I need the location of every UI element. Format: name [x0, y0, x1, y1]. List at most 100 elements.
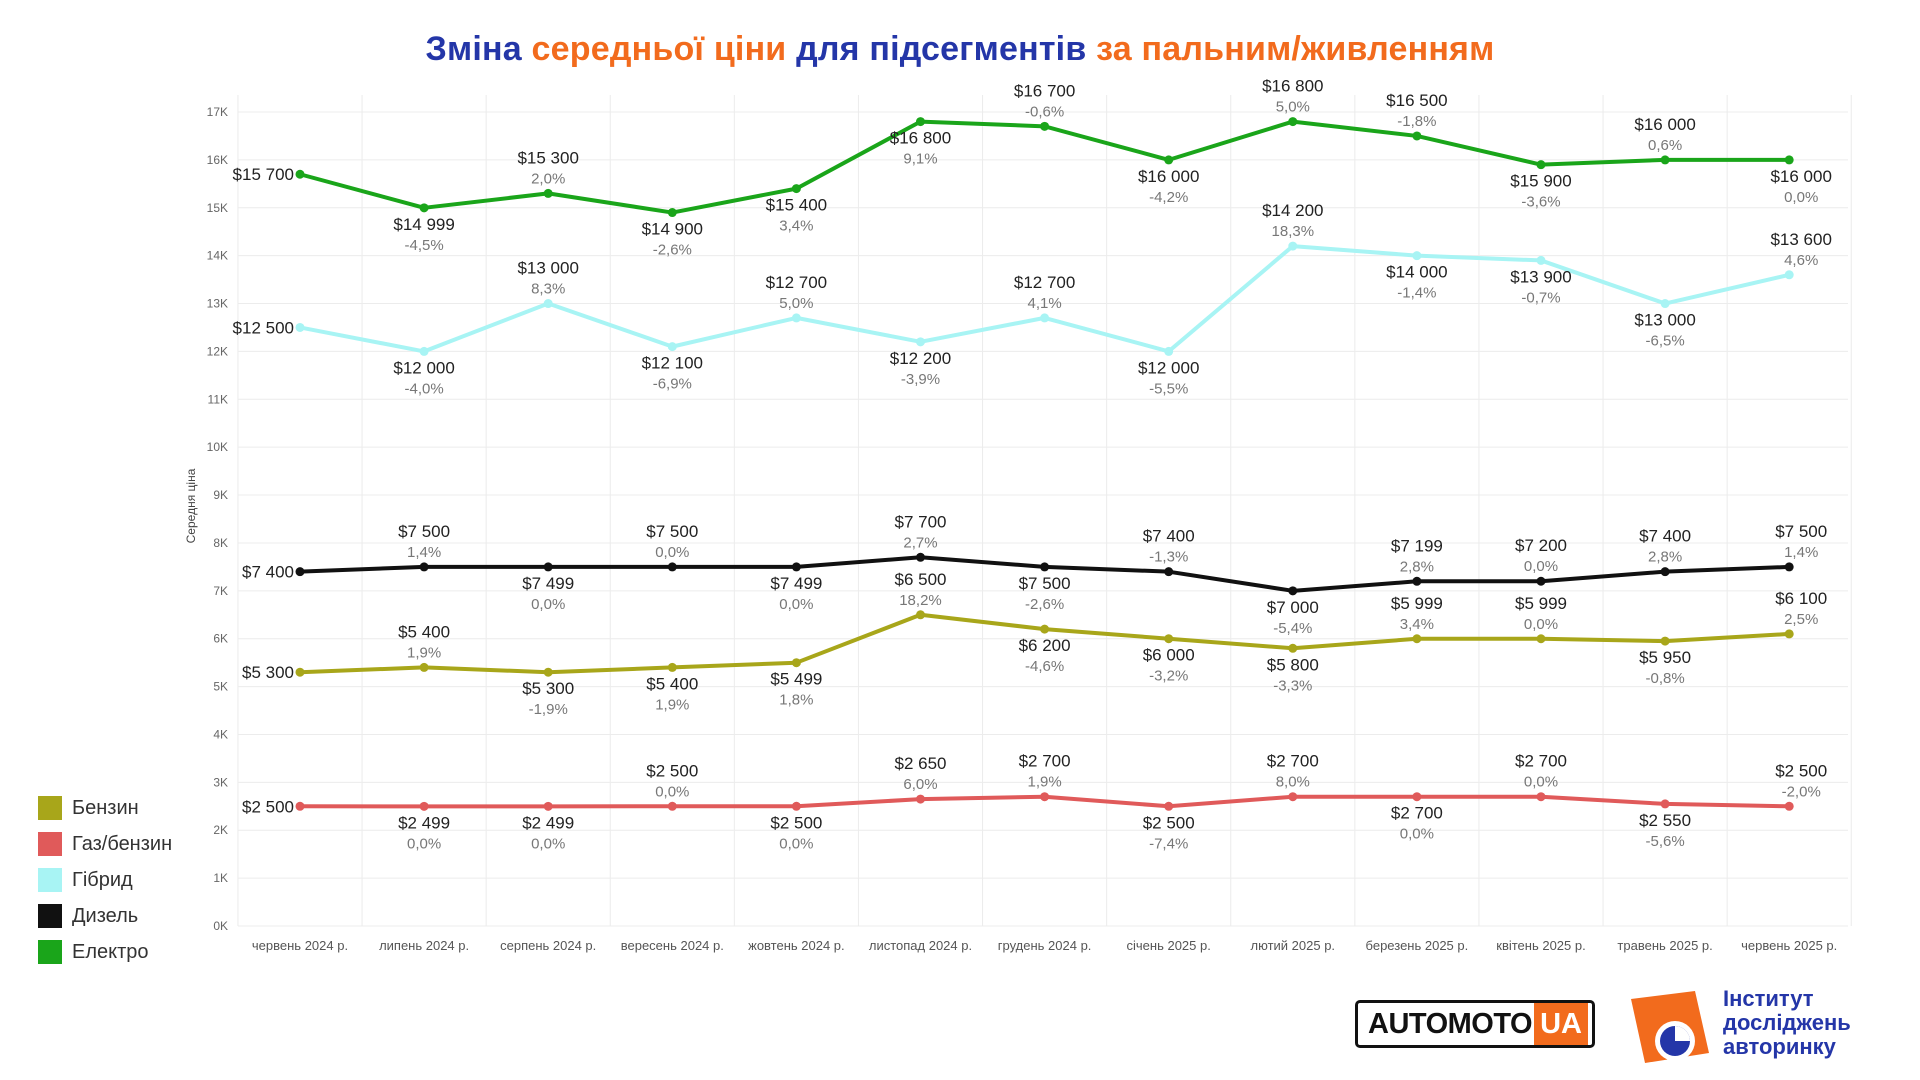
data-label: $7 700 [895, 512, 947, 531]
change-label: 5,0% [779, 295, 813, 312]
change-label: -5,5% [1149, 380, 1188, 397]
data-label: $15 400 [766, 196, 827, 215]
y-tick-label: 4K [213, 727, 228, 741]
legend-item: Дизель [38, 898, 172, 934]
x-tick-label: жовтень 2024 р. [748, 938, 845, 953]
data-point [1660, 799, 1670, 809]
change-label: 2,5% [1784, 611, 1818, 628]
data-label: $7 499 [770, 574, 822, 593]
change-label: 1,4% [407, 544, 441, 561]
data-label: $6 100 [1775, 589, 1827, 608]
data-label: $2 700 [1019, 752, 1071, 771]
x-tick-label: липень 2024 р. [379, 938, 469, 953]
data-point [1412, 792, 1422, 802]
data-point [1164, 567, 1174, 577]
data-point [1412, 251, 1422, 261]
data-label: $12 700 [1014, 273, 1075, 292]
data-point [916, 794, 925, 804]
data-label: $16 500 [1386, 91, 1447, 110]
data-label: $16 800 [1262, 77, 1323, 96]
y-tick-label: 10K [207, 440, 228, 454]
data-point [791, 801, 801, 811]
change-label: -4,0% [405, 380, 444, 397]
change-label: -3,2% [1149, 668, 1188, 685]
data-label: $2 499 [522, 813, 574, 832]
legend-swatch [38, 832, 62, 856]
data-label: $5 999 [1515, 594, 1567, 613]
data-point [1164, 634, 1174, 644]
data-label: $12 200 [890, 349, 951, 368]
change-label: 2,8% [1648, 549, 1682, 566]
legend-label: Гібрид [72, 868, 133, 891]
change-label: 0,0% [531, 596, 565, 613]
data-point [1536, 576, 1546, 586]
data-point [1660, 299, 1670, 309]
change-label: -5,6% [1646, 833, 1685, 850]
data-label: $2 500 [1775, 761, 1827, 780]
data-label: $13 900 [1510, 267, 1571, 286]
data-label: $7 000 [1267, 598, 1319, 617]
data-point [419, 662, 429, 672]
change-label: 3,4% [1400, 616, 1434, 633]
y-tick-label: 0K [213, 919, 228, 933]
change-label: 0,0% [779, 596, 813, 613]
x-tick-label: квітень 2025 р. [1496, 938, 1585, 953]
data-label: $14 200 [1262, 201, 1323, 220]
data-point [667, 342, 677, 352]
y-tick-label: 5K [213, 680, 228, 694]
y-tick-label: 6K [213, 632, 228, 646]
legend-label: Електро [72, 940, 149, 963]
data-point [1164, 155, 1174, 165]
change-label: 8,0% [1276, 774, 1310, 791]
data-point [1536, 255, 1546, 265]
data-label: $7 500 [1775, 522, 1827, 541]
data-point [791, 313, 801, 323]
legend-item: Газ/бензин [38, 826, 172, 862]
data-label: $6 000 [1143, 646, 1195, 665]
x-tick-label: березень 2025 р. [1366, 938, 1469, 953]
change-label: -6,5% [1646, 333, 1685, 350]
change-label: 0,0% [1784, 189, 1818, 206]
data-label: $5 400 [646, 674, 698, 693]
data-label: $12 500 [233, 318, 294, 337]
change-label: -3,6% [1521, 194, 1560, 211]
change-label: 4,6% [1784, 252, 1818, 269]
change-label: -4,5% [405, 237, 444, 254]
data-point [295, 667, 305, 677]
change-label: 18,3% [1272, 223, 1315, 240]
legend-label: Бензин [72, 796, 139, 819]
data-point [1040, 624, 1050, 634]
data-label: $5 300 [242, 663, 294, 682]
y-tick-label: 9K [213, 488, 228, 502]
change-label: 0,0% [655, 544, 689, 561]
y-tick-label: 15K [207, 201, 228, 215]
change-label: -0,8% [1646, 670, 1685, 687]
data-point [1412, 576, 1422, 586]
data-point [1412, 131, 1422, 141]
data-label: $7 500 [646, 522, 698, 541]
change-label: 1,9% [1027, 774, 1061, 791]
y-tick-label: 14K [207, 249, 228, 263]
data-point [1164, 346, 1174, 356]
data-label: $16 000 [1770, 167, 1831, 186]
data-point [1288, 241, 1298, 251]
data-point [1660, 155, 1670, 165]
legend-swatch [38, 868, 62, 892]
x-tick-label: вересень 2024 р. [621, 938, 724, 953]
data-point [543, 801, 553, 811]
x-tick-label: червень 2025 р. [1741, 938, 1837, 953]
title-part-1: Зміна [425, 30, 532, 68]
change-label: -2,6% [1025, 596, 1064, 613]
change-label: 3,4% [779, 218, 813, 235]
data-point [667, 562, 677, 572]
data-label: $2 700 [1267, 752, 1319, 771]
data-label: $5 499 [770, 670, 822, 689]
data-label: $6 500 [895, 570, 947, 589]
change-label: 2,8% [1400, 558, 1434, 575]
data-point [1784, 629, 1794, 639]
data-label: $5 400 [398, 622, 450, 641]
data-label: $2 550 [1639, 811, 1691, 830]
data-point [1660, 567, 1670, 577]
change-label: 0,0% [779, 835, 813, 852]
data-label: $2 650 [895, 754, 947, 773]
